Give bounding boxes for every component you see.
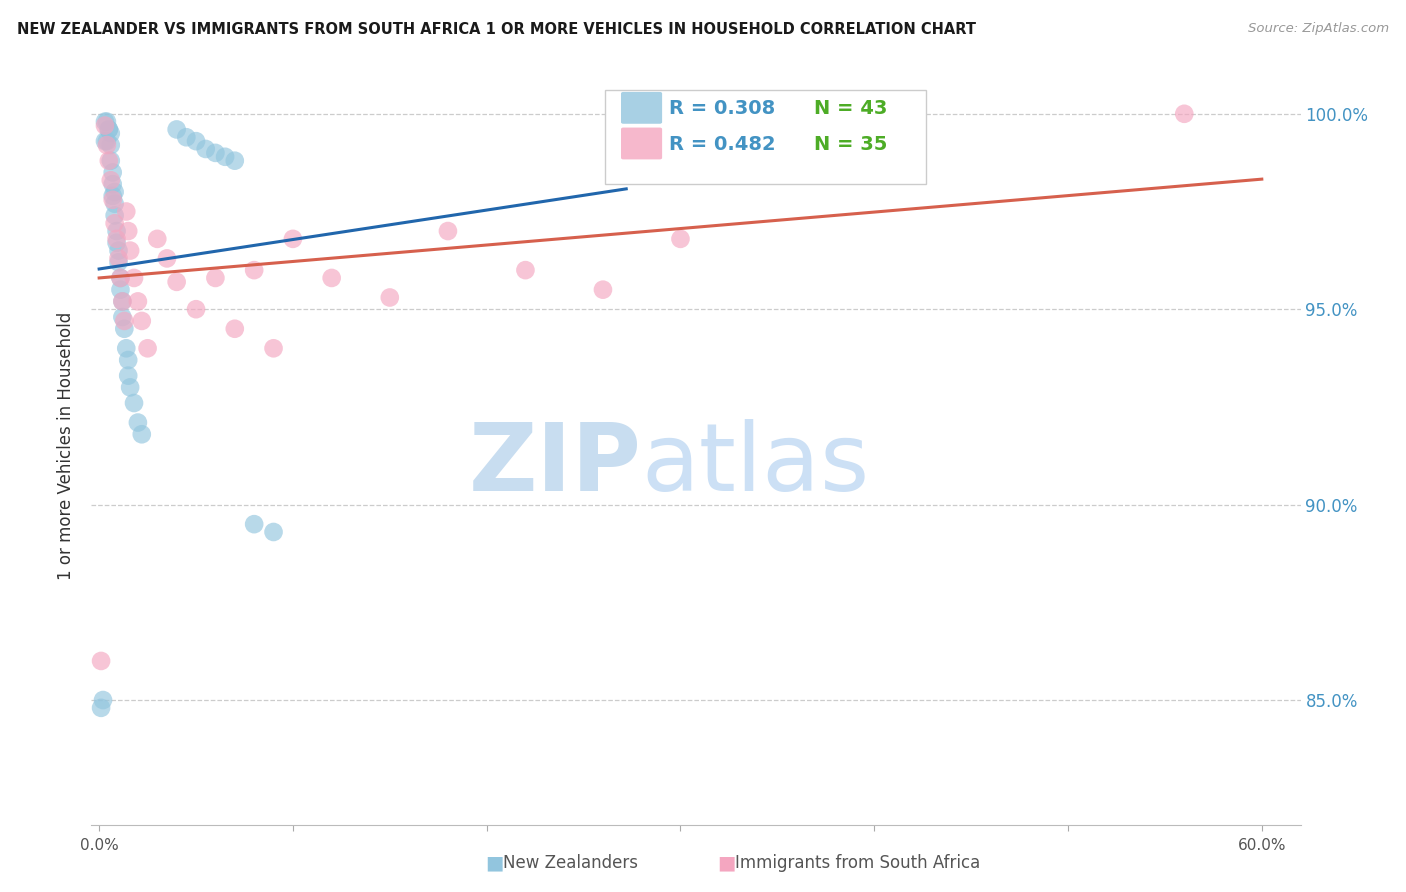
Point — [110, 271, 132, 285]
FancyBboxPatch shape — [621, 92, 662, 124]
Point — [612, 114, 634, 128]
Point — [156, 252, 179, 266]
Point — [105, 232, 128, 246]
Point — [224, 153, 246, 168]
Point — [96, 114, 118, 128]
Text: New Zealanders: New Zealanders — [503, 855, 638, 872]
Point — [112, 314, 135, 328]
Point — [166, 122, 188, 136]
Point — [101, 189, 124, 203]
Point — [100, 153, 122, 168]
Point — [110, 271, 132, 285]
Point — [101, 177, 124, 191]
Text: ZIP: ZIP — [468, 419, 641, 511]
Point — [378, 291, 401, 305]
Text: Source: ZipAtlas.com: Source: ZipAtlas.com — [1249, 22, 1389, 36]
Text: ■: ■ — [717, 854, 735, 872]
Point — [107, 252, 129, 266]
Point — [263, 341, 285, 355]
Point — [111, 310, 134, 324]
Point — [115, 341, 138, 355]
Point — [136, 341, 159, 355]
Text: R = 0.482: R = 0.482 — [669, 135, 776, 153]
Point — [515, 263, 537, 277]
Point — [120, 380, 142, 394]
Point — [592, 283, 614, 297]
Point — [110, 283, 132, 297]
Point — [204, 271, 226, 285]
Point — [115, 204, 138, 219]
Point — [669, 232, 692, 246]
Point — [94, 134, 117, 148]
Point — [194, 142, 217, 156]
Point — [437, 224, 460, 238]
Point — [243, 263, 266, 277]
Text: atlas: atlas — [641, 419, 870, 511]
Y-axis label: 1 or more Vehicles in Household: 1 or more Vehicles in Household — [58, 312, 76, 580]
Point — [243, 517, 266, 532]
Text: N = 35: N = 35 — [814, 135, 887, 153]
Text: R = 0.308: R = 0.308 — [669, 99, 776, 118]
Point — [104, 185, 127, 199]
Point — [263, 524, 285, 539]
Point — [112, 322, 135, 336]
Text: N = 43: N = 43 — [814, 99, 887, 118]
Point — [281, 232, 304, 246]
Text: ■: ■ — [485, 854, 503, 872]
Point — [166, 275, 188, 289]
Point — [176, 130, 198, 145]
Text: NEW ZEALANDER VS IMMIGRANTS FROM SOUTH AFRICA 1 OR MORE VEHICLES IN HOUSEHOLD CO: NEW ZEALANDER VS IMMIGRANTS FROM SOUTH A… — [17, 22, 976, 37]
Point — [111, 294, 134, 309]
Point — [100, 173, 122, 187]
Point — [100, 138, 122, 153]
Point — [104, 196, 127, 211]
Point — [96, 134, 118, 148]
Point — [214, 150, 236, 164]
Point — [96, 138, 118, 153]
Point — [184, 302, 207, 317]
Point — [97, 122, 120, 136]
Point — [224, 322, 246, 336]
Point — [117, 224, 139, 238]
Point — [127, 416, 149, 430]
Point — [100, 126, 122, 140]
Point — [131, 314, 153, 328]
Point — [105, 235, 128, 250]
Point — [97, 122, 120, 136]
Point — [101, 165, 124, 179]
Point — [184, 134, 207, 148]
Point — [104, 208, 127, 222]
Point — [107, 255, 129, 269]
Point — [1173, 107, 1195, 121]
Point — [105, 224, 128, 238]
Point — [146, 232, 169, 246]
Text: Immigrants from South Africa: Immigrants from South Africa — [735, 855, 980, 872]
Point — [90, 701, 112, 715]
Point — [122, 271, 145, 285]
Point — [117, 368, 139, 383]
FancyBboxPatch shape — [621, 128, 662, 160]
Point — [117, 353, 139, 368]
Point — [107, 244, 129, 258]
Point — [91, 693, 114, 707]
Point — [131, 427, 153, 442]
Point — [111, 294, 134, 309]
Point — [321, 271, 343, 285]
Point — [104, 216, 127, 230]
Point — [90, 654, 112, 668]
FancyBboxPatch shape — [605, 89, 925, 185]
Point — [94, 114, 117, 128]
Point — [127, 294, 149, 309]
Point — [94, 119, 117, 133]
Point — [97, 153, 120, 168]
Point — [122, 396, 145, 410]
Point — [120, 244, 142, 258]
Point — [204, 145, 226, 160]
Point — [101, 193, 124, 207]
